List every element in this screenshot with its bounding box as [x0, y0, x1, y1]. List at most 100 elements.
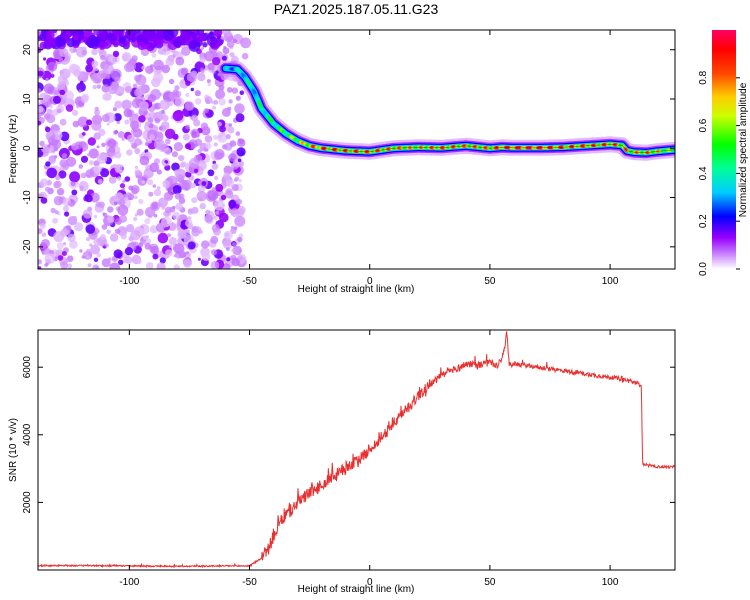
snr-x-tick-label: 0 — [367, 577, 373, 588]
noise-speckle — [165, 249, 173, 257]
spectrogram-y-tick-label: -10 — [22, 190, 33, 205]
noise-speckle — [212, 160, 216, 165]
noise-speckle — [53, 231, 65, 243]
noise-speckle — [149, 225, 158, 234]
spectrogram-x-tick-label: 100 — [602, 276, 619, 287]
noise-speckle — [80, 172, 87, 179]
noise-speckle — [157, 40, 162, 45]
signal-track — [217, 60, 675, 161]
noise-speckle — [191, 133, 197, 139]
noise-speckle — [147, 117, 154, 124]
noise-speckle — [145, 121, 150, 126]
noise-speckle — [171, 162, 180, 172]
noise-speckle — [86, 248, 91, 254]
noise-speckle — [175, 202, 183, 211]
noise-speckle — [136, 259, 142, 265]
noise-speckle — [85, 224, 96, 234]
colorbar-ticks: 0.0 0.2 0.4 0.6 0.8 — [698, 70, 740, 276]
noise-speckle — [191, 197, 198, 204]
noise-speckle — [119, 214, 128, 223]
noise-speckle — [61, 251, 67, 256]
noise-speckle — [85, 64, 93, 73]
noise-speckle — [144, 218, 151, 225]
noise-speckle — [90, 244, 101, 255]
noise-speckle — [211, 224, 220, 233]
noise-speckle — [60, 261, 68, 269]
snr-frame — [37, 329, 676, 571]
noise-speckle — [152, 253, 159, 260]
noise-speckle — [53, 95, 61, 104]
noise-speckle — [188, 40, 201, 52]
noise-speckle — [234, 176, 240, 181]
noise-speckle — [89, 36, 100, 47]
noise-speckle — [136, 208, 144, 216]
noise-speckle — [185, 251, 189, 255]
noise-speckle — [52, 217, 59, 224]
noise-speckle — [107, 55, 114, 62]
noise-speckle — [207, 82, 211, 87]
noise-speckle — [113, 113, 122, 122]
noise-speckle — [69, 171, 81, 183]
noise-speckle — [165, 206, 172, 214]
noise-speckle — [184, 219, 193, 228]
noise-speckle — [97, 179, 103, 184]
spectrogram-y-axis: -20 -10 0 10 20 — [22, 44, 675, 254]
noise-speckle — [153, 213, 158, 218]
noise-speckle — [198, 33, 206, 42]
noise-speckle — [76, 104, 80, 109]
noise-speckle — [144, 206, 156, 218]
noise-speckle — [162, 30, 175, 41]
snr-y-axis: 2000 4000 6000 — [22, 356, 675, 514]
noise-speckle — [199, 203, 206, 210]
noise-speckle — [45, 186, 51, 192]
noise-speckle — [224, 189, 234, 199]
noise-speckle — [201, 181, 207, 186]
noise-speckle — [214, 200, 225, 211]
noise-speckle — [50, 73, 55, 78]
noise-speckle — [205, 142, 212, 150]
noise-speckle — [58, 170, 67, 179]
noise-speckle — [79, 185, 84, 190]
noise-speckle — [181, 46, 191, 56]
noise-speckle — [94, 109, 100, 116]
noise-speckle — [172, 110, 184, 122]
noise-speckle — [162, 162, 166, 166]
snr-y-tick-label: 4000 — [22, 423, 33, 446]
noise-speckle — [195, 154, 202, 160]
noise-speckle — [166, 233, 172, 238]
noise-speckle — [128, 243, 133, 248]
noise-speckle — [55, 175, 61, 181]
noise-speckle — [143, 168, 154, 179]
noise-speckle — [45, 126, 51, 133]
noise-speckle — [231, 184, 239, 192]
noise-speckle — [72, 120, 80, 128]
noise-speckle — [213, 30, 223, 37]
noise-speckle — [235, 131, 241, 136]
noise-speckle — [226, 257, 231, 262]
noise-speckle — [126, 30, 139, 43]
noise-speckle — [130, 229, 141, 241]
noise-speckle — [87, 153, 91, 157]
noise-speckle — [226, 247, 230, 251]
noise-speckle — [93, 165, 102, 174]
noise-speckle — [213, 100, 219, 105]
noise-speckle — [71, 143, 79, 151]
noise-speckle — [45, 131, 56, 142]
noise-speckle — [162, 90, 174, 101]
noise-speckle — [144, 141, 149, 147]
noise-speckle — [86, 119, 93, 126]
noise-speckle — [197, 257, 201, 261]
noise-speckle — [231, 257, 240, 267]
noise-speckle — [228, 199, 237, 208]
noise-speckle — [80, 155, 89, 163]
noise-speckle — [120, 233, 127, 240]
noise-speckle — [226, 87, 233, 93]
noise-speckle — [218, 98, 226, 106]
noise-speckle — [156, 186, 161, 190]
noise-speckle — [132, 83, 138, 89]
noise-speckle — [110, 68, 122, 80]
noise-speckle — [71, 189, 78, 196]
noise-speckle — [228, 153, 237, 162]
noise-speckle — [38, 114, 41, 120]
noise-speckle — [165, 57, 175, 67]
